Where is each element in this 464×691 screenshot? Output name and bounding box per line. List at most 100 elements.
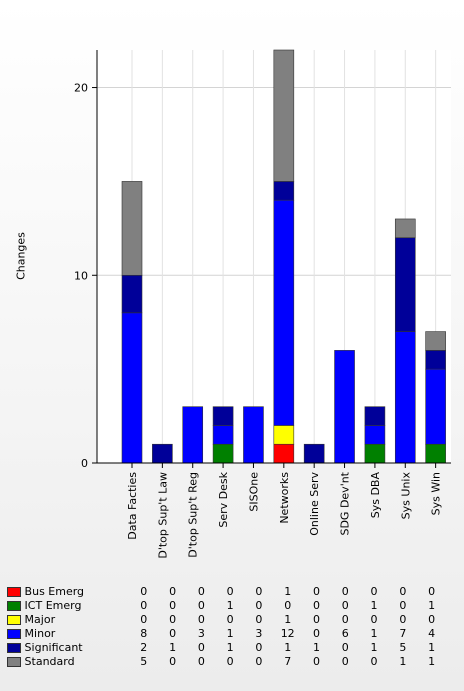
data-label: 0 — [169, 626, 177, 640]
legend-swatch — [7, 656, 21, 667]
data-table-legend: Bus Emerg 0 0 0 0 0 1 0 0 0 0 0 ICT Emerg 0 0 0 1 0 0 0 0 1 0 1… — [4, 584, 446, 668]
legend-swatch — [7, 642, 21, 653]
data-label: 0 — [169, 612, 177, 626]
legend-row: Major 0 0 0 0 0 1 0 0 0 0 0 — [4, 612, 446, 626]
data-label: 1 — [312, 640, 320, 654]
bar-segment — [212, 443, 234, 464]
data-label: 1 — [370, 640, 378, 654]
data-label: 1 — [226, 640, 234, 654]
bar-segment — [273, 49, 295, 182]
data-label: 0 — [370, 584, 378, 598]
data-label: 0 — [140, 612, 148, 626]
data-label: 5 — [140, 654, 148, 668]
bar-segment — [152, 443, 173, 464]
data-label: 3 — [197, 626, 205, 640]
data-label: 0 — [312, 612, 320, 626]
x-tick-label: Serv Desk — [217, 471, 230, 527]
data-label: 7 — [399, 626, 407, 640]
bar-segment — [273, 425, 295, 445]
x-tick-label: Online Serv — [308, 472, 321, 536]
legend-swatch — [7, 628, 21, 639]
data-label: 0 — [197, 640, 205, 654]
data-label: 0 — [341, 598, 349, 612]
x-tick-label: Sys Unix — [399, 472, 412, 520]
data-label: 0 — [255, 584, 263, 598]
bar-segment — [121, 274, 143, 314]
data-label: 0 — [197, 612, 205, 626]
bar-segment — [394, 218, 416, 239]
data-label: 8 — [140, 626, 148, 640]
legend-swatch — [7, 614, 21, 625]
data-label: 0 — [370, 612, 378, 626]
data-label: 0 — [255, 654, 263, 668]
data-label: 0 — [341, 612, 349, 626]
bar-segment — [364, 443, 386, 464]
data-label: 0 — [312, 654, 320, 668]
data-label: 0 — [226, 612, 234, 626]
data-label: 2 — [140, 640, 148, 654]
bar-segment — [212, 425, 234, 445]
legend-swatch-cell — [4, 640, 25, 654]
bar-segment — [121, 181, 143, 276]
bar-segment — [212, 406, 234, 426]
data-label: 0 — [312, 584, 320, 598]
bar-segment — [364, 406, 386, 426]
bar-segment — [394, 237, 416, 332]
y-axis-label: Changes — [14, 232, 28, 280]
x-tick-label: Networks — [278, 472, 291, 524]
data-label: 1 — [169, 640, 177, 654]
data-label: 0 — [428, 584, 436, 598]
data-label: 1 — [428, 654, 436, 668]
data-label: 0 — [428, 612, 436, 626]
legend-series-name: Significant — [24, 640, 83, 654]
legend-swatch-cell — [4, 654, 25, 668]
legend-swatch-cell — [4, 584, 25, 598]
chart-area: 0 10 20 Data Facties D'top Sup't Law D'top Su… — [14, 49, 451, 559]
legend-row: ICT Emerg 0 0 0 1 0 0 0 0 1 0 1 — [4, 598, 446, 612]
data-label: 0 — [341, 584, 349, 598]
x-tick-label: D'top Sup't Reg — [187, 472, 200, 558]
data-label: 0 — [169, 598, 177, 612]
legend-row: Standard 5 0 0 0 0 7 0 0 0 1 1 — [4, 654, 446, 668]
y-tick-label: 10 — [74, 269, 88, 282]
data-label: 1 — [284, 584, 292, 598]
data-label: 0 — [197, 598, 205, 612]
legend-row: Significant 2 1 0 1 0 1 1 0 1 5 1 — [4, 640, 446, 654]
data-label: 12 — [280, 626, 295, 640]
data-label: 1 — [428, 598, 436, 612]
data-label: 0 — [255, 640, 263, 654]
data-label: 1 — [226, 598, 234, 612]
legend-row: Bus Emerg 0 0 0 0 0 1 0 0 0 0 0 — [4, 584, 446, 598]
bar-segment — [182, 406, 204, 464]
data-label: 1 — [284, 612, 292, 626]
legend-series-name: Minor — [24, 626, 56, 640]
data-label: 0 — [169, 654, 177, 668]
y-tick-label: 0 — [81, 457, 88, 470]
legend-swatch-cell — [4, 612, 25, 626]
data-label: 0 — [140, 598, 148, 612]
x-tick-label: D'top Sup't Law — [156, 472, 169, 559]
data-label: 0 — [399, 612, 407, 626]
bar-segment — [364, 425, 386, 445]
legend-series-name: Bus Emerg — [24, 584, 85, 598]
data-label: 0 — [312, 626, 320, 640]
legend-series-name: Standard — [24, 654, 75, 668]
data-label: 0 — [312, 598, 320, 612]
data-label: 0 — [370, 654, 378, 668]
bar-segment — [243, 406, 264, 464]
data-label: 4 — [428, 626, 436, 640]
data-label: 0 — [399, 584, 407, 598]
y-tick-label: 20 — [74, 82, 88, 95]
data-label: 0 — [341, 640, 349, 654]
x-tick-label: Sys Win — [430, 472, 443, 515]
data-label: 0 — [169, 584, 177, 598]
data-label: 0 — [197, 654, 205, 668]
data-label: 7 — [284, 654, 292, 668]
data-label: 0 — [226, 654, 234, 668]
data-label: 0 — [255, 612, 263, 626]
bar-segment — [425, 368, 446, 445]
legend-swatch — [7, 600, 21, 611]
data-label: 0 — [226, 584, 234, 598]
data-label: 0 — [341, 654, 349, 668]
bar-segment — [273, 199, 295, 426]
